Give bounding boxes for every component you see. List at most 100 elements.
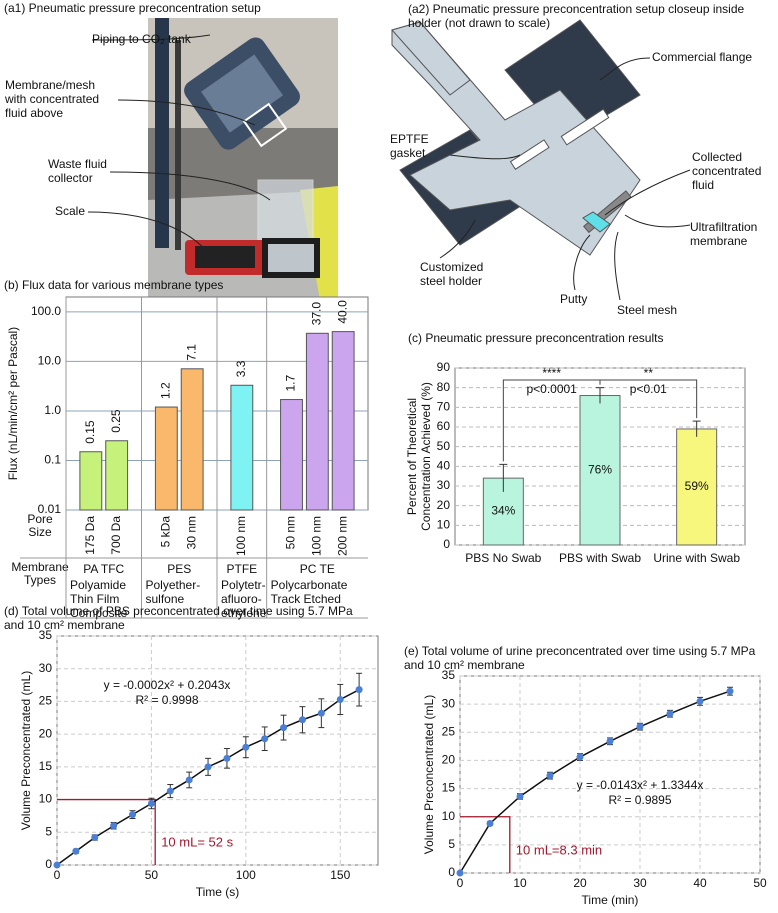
- pore-size: 50 nm: [284, 516, 298, 549]
- row-label: Pore: [27, 512, 53, 526]
- y-tick-label: 70: [437, 400, 451, 414]
- y-tick-label: 35: [39, 628, 53, 642]
- y-tick-label: 10: [437, 518, 451, 532]
- membrane-name: Polyamide: [70, 578, 126, 592]
- annotation: collector: [48, 171, 93, 185]
- bar: [331, 331, 355, 511]
- data-point: [456, 869, 464, 877]
- y-tick-label: 10: [442, 809, 456, 823]
- y-axis-label: Concentration Achieved (%): [419, 382, 433, 531]
- chart-title: (e) Total volume of urine preconcentrate…: [404, 644, 756, 658]
- data-point: [298, 716, 306, 724]
- data-point: [261, 735, 269, 743]
- data-point: [317, 709, 325, 717]
- x-tick-label: 150: [330, 868, 350, 882]
- y-tick-label: 0: [448, 865, 455, 879]
- y-tick-label: 30: [39, 661, 53, 675]
- pore-size: 100 nm: [234, 516, 248, 556]
- annotation: Commercial flange: [652, 50, 752, 64]
- y-tick-label: 30: [437, 478, 451, 492]
- equation: R² = 0.9998: [135, 693, 198, 707]
- pore-size: 100 nm: [310, 516, 324, 556]
- data-point: [636, 723, 644, 731]
- y-tick-label: 30: [442, 696, 456, 710]
- y-tick-label: 0: [443, 537, 450, 551]
- data-point: [336, 695, 344, 703]
- holder-diagram: [391, 19, 641, 256]
- data-point: [696, 697, 704, 705]
- annotation: Collected: [692, 150, 742, 164]
- plot-area: [459, 675, 761, 874]
- y-axis-label: Flux (nL/min/cm² per Pascal): [6, 327, 20, 480]
- data-point: [204, 763, 212, 771]
- y-axis-label: Volume Preconcentrated (mL): [19, 671, 33, 830]
- reference-label: 10 mL= 52 s: [161, 834, 233, 849]
- x-tick-label: 20: [573, 876, 587, 890]
- annotation: p<0.01: [630, 382, 667, 396]
- value-label: 40.0: [335, 300, 349, 324]
- chart-title: (d) Total volume of PBS preconcentrated …: [4, 604, 353, 618]
- chart-title: and 10 cm² membrane: [404, 658, 525, 672]
- annotation: Scale: [55, 204, 85, 218]
- membrane-abbr: PTFE: [226, 562, 257, 576]
- value-label: 76%: [588, 462, 612, 476]
- bar: [154, 406, 178, 511]
- y-tick-label: 5: [448, 837, 455, 851]
- data-point: [110, 822, 118, 830]
- data-point: [147, 799, 155, 807]
- x-tick-label: PBS No Swab: [465, 551, 541, 565]
- reference-line: [460, 816, 511, 873]
- y-tick-label: 100.0: [31, 304, 61, 318]
- value-label: 3.3: [234, 360, 248, 377]
- bar: [105, 440, 129, 511]
- data-point: [185, 776, 193, 784]
- membrane-abbr: PA TFC: [83, 562, 124, 576]
- pore-size: 700 Da: [109, 516, 123, 555]
- y-tick-label: 20: [442, 753, 456, 767]
- value-label: 1.7: [284, 375, 298, 392]
- x-axis-label: Time (s): [196, 885, 240, 899]
- y-tick-label: 20: [437, 498, 451, 512]
- membrane-name: Track Etched: [271, 592, 341, 606]
- data-point: [726, 687, 734, 695]
- pore-size: 5 kDa: [159, 516, 173, 548]
- annotation: Piping to CO₂ tank: [92, 32, 192, 46]
- x-tick-label: 0: [54, 868, 61, 882]
- y-tick-label: 15: [442, 781, 456, 795]
- data-point: [166, 787, 174, 795]
- bar: [230, 384, 254, 511]
- y-axis-label: Percent of Theoretical: [405, 398, 419, 515]
- data-point: [72, 847, 80, 855]
- membrane-name: Polycarbonate: [271, 578, 348, 592]
- x-tick-label: 0: [457, 876, 464, 890]
- setup-photo: [148, 18, 338, 300]
- y-tick-label: 90: [437, 360, 451, 374]
- equation: R² = 0.9895: [608, 793, 671, 807]
- annotation: concentrated: [692, 164, 761, 178]
- data-point: [242, 743, 250, 751]
- membrane-name: Composite: [70, 606, 128, 620]
- bar: [280, 399, 303, 511]
- y-tick-label: 15: [39, 759, 53, 773]
- x-tick-label: 40: [693, 876, 707, 890]
- annotation: EPTFE: [390, 132, 429, 146]
- membrane-name: sulfone: [146, 592, 185, 606]
- membrane-name: afluoro-: [221, 592, 262, 606]
- annotation: gasket: [390, 146, 426, 160]
- x-tick-label: 30: [633, 876, 647, 890]
- data-point: [486, 819, 494, 827]
- data-point: [129, 811, 137, 819]
- value-label: 0.25: [109, 409, 123, 433]
- y-tick-label: 1.0: [44, 403, 61, 417]
- annotation: Putty: [560, 292, 587, 306]
- pore-size: 175 Da: [83, 516, 97, 555]
- reference-line: [57, 798, 156, 865]
- data-point: [576, 753, 584, 761]
- annotation: Waste fluid: [48, 157, 107, 171]
- y-tick-label: 35: [442, 668, 456, 682]
- reference-label: 10 mL=8.3 min: [516, 842, 602, 857]
- panel-title: (a1) Pneumatic pressure preconcentration…: [4, 1, 261, 15]
- x-tick-label: 50: [753, 876, 767, 890]
- y-tick-label: 20: [39, 726, 53, 740]
